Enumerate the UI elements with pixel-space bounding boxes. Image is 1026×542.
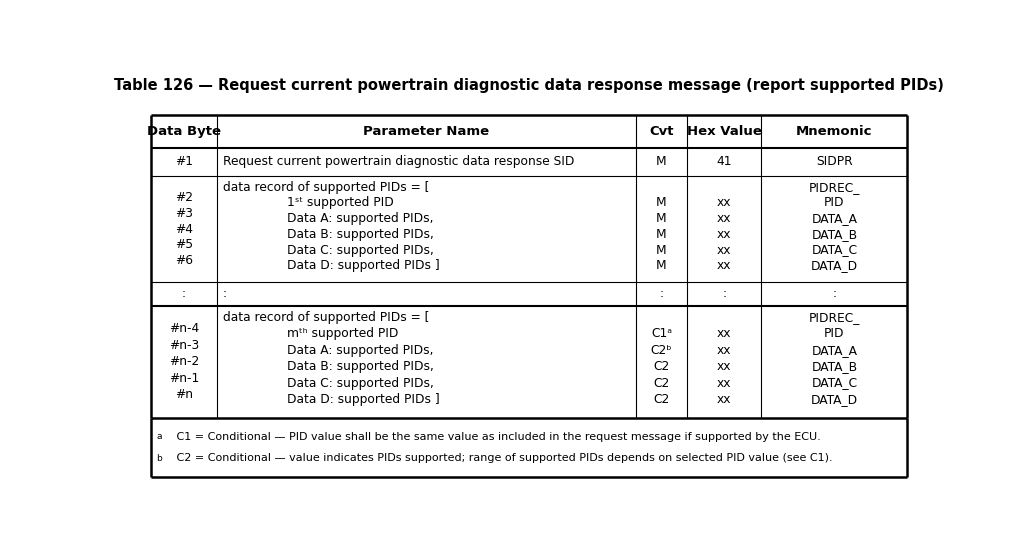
Text: 41: 41	[716, 156, 733, 169]
Text: M: M	[657, 156, 667, 169]
Text: :: :	[223, 287, 227, 300]
Text: Data C: supported PIDs,: Data C: supported PIDs,	[287, 377, 434, 390]
Text: M: M	[657, 228, 667, 241]
Text: DATA_C: DATA_C	[812, 377, 858, 390]
Text: a: a	[156, 433, 161, 441]
Text: C1ᵃ: C1ᵃ	[650, 327, 672, 340]
Text: Parameter Name: Parameter Name	[363, 125, 489, 138]
Text: xx: xx	[717, 360, 732, 373]
Text: #5: #5	[174, 238, 193, 251]
Text: Data A: supported PIDs,: Data A: supported PIDs,	[287, 212, 434, 225]
Text: #n-4: #n-4	[168, 322, 199, 335]
Text: Hex Value: Hex Value	[686, 125, 761, 138]
Text: #2: #2	[174, 191, 193, 204]
Text: :: :	[182, 287, 186, 300]
Text: #n-2: #n-2	[168, 355, 199, 368]
Text: Data B: supported PIDs,: Data B: supported PIDs,	[287, 360, 434, 373]
Text: DATA_A: DATA_A	[812, 212, 858, 225]
Text: Data C: supported PIDs,: Data C: supported PIDs,	[287, 243, 434, 256]
Text: C1 = Conditional — PID value shall be the same value as included in the request : C1 = Conditional — PID value shall be th…	[165, 432, 821, 442]
Text: DATA_D: DATA_D	[811, 393, 858, 406]
Text: xx: xx	[717, 327, 732, 340]
Text: xx: xx	[717, 228, 732, 241]
Text: DATA_B: DATA_B	[812, 228, 858, 241]
Text: #n-3: #n-3	[168, 339, 199, 352]
Text: xx: xx	[717, 243, 732, 256]
Text: C2: C2	[654, 377, 670, 390]
Text: M: M	[657, 212, 667, 225]
Text: DATA_B: DATA_B	[812, 360, 858, 373]
Text: #n: #n	[174, 388, 193, 401]
Text: xx: xx	[717, 212, 732, 225]
Text: :: :	[722, 287, 726, 300]
Text: Data D: supported PIDs ]: Data D: supported PIDs ]	[287, 393, 440, 406]
Text: C2: C2	[654, 360, 670, 373]
Text: PIDREC_: PIDREC_	[808, 311, 860, 324]
Text: #1: #1	[174, 156, 193, 169]
Text: #6: #6	[174, 254, 193, 267]
Text: Table 126 — Request current powertrain diagnostic data response message (report : Table 126 — Request current powertrain d…	[114, 78, 944, 93]
Text: Request current powertrain diagnostic data response SID: Request current powertrain diagnostic da…	[223, 156, 575, 169]
Text: #3: #3	[174, 207, 193, 220]
Text: DATA_D: DATA_D	[811, 259, 858, 272]
Text: #n-1: #n-1	[168, 372, 199, 385]
Text: Cvt: Cvt	[649, 125, 674, 138]
Text: :: :	[660, 287, 664, 300]
Text: 1ˢᵗ supported PID: 1ˢᵗ supported PID	[287, 196, 394, 209]
Text: xx: xx	[717, 196, 732, 209]
Text: mᵗʰ supported PID: mᵗʰ supported PID	[287, 327, 398, 340]
Text: DATA_A: DATA_A	[812, 344, 858, 357]
Text: xx: xx	[717, 377, 732, 390]
Text: Data A: supported PIDs,: Data A: supported PIDs,	[287, 344, 434, 357]
Text: DATA_C: DATA_C	[812, 243, 858, 256]
Text: Data B: supported PIDs,: Data B: supported PIDs,	[287, 228, 434, 241]
Text: Mnemonic: Mnemonic	[796, 125, 873, 138]
Text: M: M	[657, 259, 667, 272]
Text: PID: PID	[824, 196, 844, 209]
Text: M: M	[657, 196, 667, 209]
Text: PID: PID	[824, 327, 844, 340]
Text: xx: xx	[717, 344, 732, 357]
Text: xx: xx	[717, 393, 732, 406]
Text: C2 = Conditional — value indicates PIDs supported; range of supported PIDs depen: C2 = Conditional — value indicates PIDs …	[165, 453, 832, 463]
Text: :: :	[832, 287, 836, 300]
Text: C2ᵇ: C2ᵇ	[650, 344, 672, 357]
Text: Data D: supported PIDs ]: Data D: supported PIDs ]	[287, 259, 440, 272]
Text: Data Byte: Data Byte	[147, 125, 221, 138]
Text: PIDREC_: PIDREC_	[808, 181, 860, 194]
Text: C2: C2	[654, 393, 670, 406]
Text: data record of supported PIDs = [: data record of supported PIDs = [	[223, 181, 429, 194]
Text: SIDPR: SIDPR	[816, 156, 853, 169]
Text: M: M	[657, 243, 667, 256]
Text: #4: #4	[174, 223, 193, 236]
Text: data record of supported PIDs = [: data record of supported PIDs = [	[223, 311, 429, 324]
Text: xx: xx	[717, 259, 732, 272]
Text: b: b	[156, 454, 162, 463]
